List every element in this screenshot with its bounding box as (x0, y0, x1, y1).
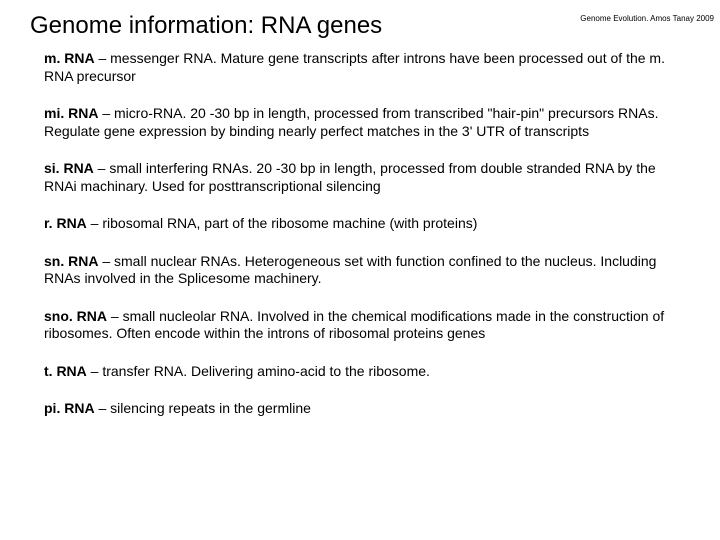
term: sno. RNA (44, 308, 107, 324)
definition: – transfer RNA. Delivering amino-acid to… (87, 363, 430, 379)
term: m. RNA (44, 50, 95, 66)
term: mi. RNA (44, 105, 98, 121)
definition: – messenger RNA. Mature gene transcripts… (44, 50, 665, 84)
term: r. RNA (44, 215, 87, 231)
term: sn. RNA (44, 253, 98, 269)
definition-entry: r. RNA – ribosomal RNA, part of the ribo… (44, 215, 676, 233)
definition: – silencing repeats in the germline (95, 400, 311, 416)
content: m. RNA – messenger RNA. Mature gene tran… (0, 40, 720, 418)
definition: – ribosomal RNA, part of the ribosome ma… (87, 215, 478, 231)
definition: – small interfering RNAs. 20 -30 bp in l… (44, 160, 656, 194)
definition-entry: sno. RNA – small nucleolar RNA. Involved… (44, 308, 676, 343)
definition-entry: mi. RNA – micro-RNA. 20 -30 bp in length… (44, 105, 676, 140)
definition: – micro-RNA. 20 -30 bp in length, proces… (44, 105, 659, 139)
definition-entry: si. RNA – small interfering RNAs. 20 -30… (44, 160, 676, 195)
definition-entry: pi. RNA – silencing repeats in the germl… (44, 400, 676, 418)
definition-entry: t. RNA – transfer RNA. Delivering amino-… (44, 363, 676, 381)
definition-entry: m. RNA – messenger RNA. Mature gene tran… (44, 50, 676, 85)
definition: – small nuclear RNAs. Heterogeneous set … (44, 253, 656, 287)
page-title: Genome information: RNA genes (30, 12, 382, 40)
term: pi. RNA (44, 400, 95, 416)
definition: – small nucleolar RNA. Involved in the c… (44, 308, 664, 342)
header-row: Genome information: RNA genes Genome Evo… (0, 12, 720, 40)
term: t. RNA (44, 363, 87, 379)
term: si. RNA (44, 160, 94, 176)
attribution: Genome Evolution. Amos Tanay 2009 (580, 12, 714, 23)
definition-entry: sn. RNA – small nuclear RNAs. Heterogene… (44, 253, 676, 288)
